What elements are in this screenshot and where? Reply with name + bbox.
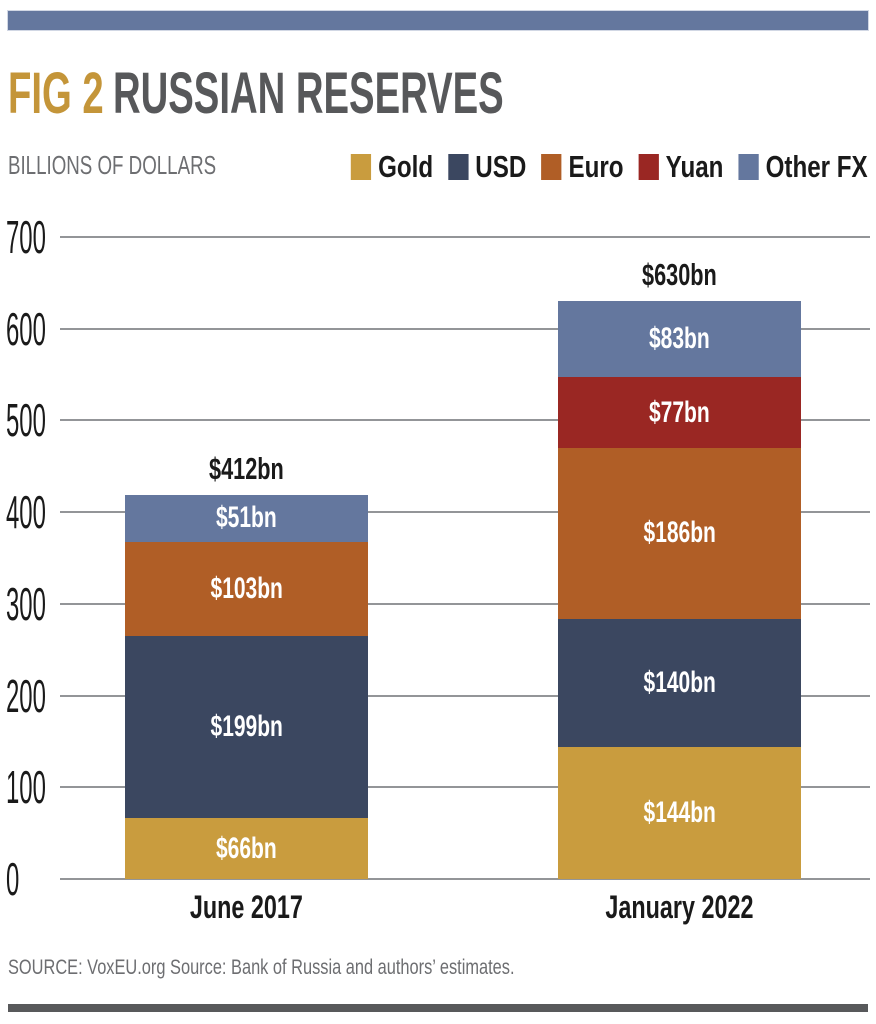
y-tick-text: 300: [6, 577, 46, 630]
bar-total-label-june-2017: $412bn: [85, 451, 408, 487]
y-tick-label-200: 200: [6, 673, 83, 719]
legend-label-yuan: Yuan: [665, 149, 724, 184]
segment-value-label: $66bn: [216, 831, 277, 865]
segment-value-label: $51bn: [216, 501, 277, 535]
y-tick-label-700: 700: [6, 214, 83, 260]
gridline-0: [60, 878, 870, 880]
bottom-rule: [8, 1004, 868, 1012]
bar-segment-gold: $66bn: [125, 818, 368, 879]
plot-area: $66bn $199bn $103bn $51bn $412bn $144bn $140bn…: [60, 236, 870, 880]
total-value-text: $412bn: [209, 450, 284, 486]
gridline-400: [60, 511, 870, 514]
legend-label-other-fx: Other FX: [765, 149, 868, 184]
segment-value-label: $144bn: [643, 795, 716, 829]
bar-segment-euro: $103bn: [125, 541, 368, 636]
segment-value-label: $77bn: [649, 395, 710, 429]
legend-swatch-gold: [351, 154, 372, 180]
x-axis: June 2017 January 2022: [0, 889, 876, 931]
legend-item-gold: Gold: [351, 149, 433, 185]
y-tick-label-600: 600: [6, 306, 83, 352]
legend-item-euro: Euro: [541, 149, 624, 185]
figure-title: FIG 2 RUSSIAN RESERVES: [8, 61, 759, 126]
legend-item-other-fx: Other FX: [738, 149, 868, 185]
y-tick-text: 700: [6, 211, 46, 263]
legend-label-euro: Euro: [568, 149, 624, 184]
bar-segment-usd: $140bn: [558, 618, 801, 747]
legend-swatch-usd: [448, 154, 469, 180]
gridline-600: [60, 327, 870, 330]
figure-number: FIG 2: [8, 61, 104, 126]
y-tick-text: 400: [6, 486, 46, 539]
legend-label-usd: USD: [475, 149, 527, 184]
segment-value-label: $199bn: [210, 710, 283, 744]
bar-segment-yuan: $77bn: [558, 377, 801, 448]
title-text: RUSSIAN RESERVES: [112, 61, 504, 126]
y-tick-text: 0: [6, 853, 20, 905]
x-label-text: January 2022: [605, 889, 754, 925]
y-tick-label-500: 500: [6, 397, 83, 443]
gridline-100: [60, 786, 870, 789]
y-tick-text: 200: [6, 669, 46, 722]
x-axis-label-june-2017: June 2017: [97, 889, 397, 926]
legend: Gold USD Euro Yuan Other FX: [205, 149, 868, 184]
y-tick-text: 600: [6, 302, 46, 355]
top-accent-band: [8, 11, 868, 30]
legend-swatch-yuan: [638, 154, 659, 180]
y-axis: 0 100 200 300 400 500 600 700: [0, 214, 60, 902]
source-note: SOURCE: VoxEU.org Source: Bank of Russia…: [8, 956, 515, 979]
y-tick-label-300: 300: [6, 581, 83, 627]
x-axis-label-january-2022: January 2022: [530, 889, 830, 926]
total-value-text: $630bn: [642, 257, 717, 293]
y-tick-label-0: 0: [6, 856, 32, 902]
bar-total-label-january-2022: $630bn: [518, 257, 841, 293]
bar-segment-other-fx: $83bn: [558, 301, 801, 378]
gridline-500: [60, 419, 870, 422]
legend-swatch-euro: [541, 154, 562, 180]
y-tick-label-400: 400: [6, 489, 83, 535]
segment-value-label: $186bn: [643, 516, 716, 550]
y-tick-text: 500: [6, 394, 46, 447]
segment-value-label: $83bn: [649, 322, 710, 356]
legend-row: Gold USD Euro Yuan Other FX: [351, 149, 868, 185]
bar-segment-usd: $199bn: [125, 635, 368, 819]
legend-label-gold: Gold: [378, 149, 434, 184]
bar-segment-gold: $144bn: [558, 746, 801, 879]
bar-january-2022: $144bn $140bn $186bn $77bn $83bn $630bn: [558, 237, 801, 879]
legend-swatch-other-fx: [738, 154, 759, 180]
legend-item-usd: USD: [448, 149, 527, 185]
units-label: BILLIONS OF DOLLARS: [8, 150, 217, 180]
y-tick-text: 100: [6, 761, 46, 814]
gridline-200: [60, 694, 870, 697]
bar-june-2017: $66bn $199bn $103bn $51bn $412bn: [125, 237, 368, 879]
gridline-300: [60, 602, 870, 605]
bar-segment-euro: $186bn: [558, 447, 801, 619]
segment-value-label: $140bn: [643, 665, 716, 699]
x-label-text: June 2017: [190, 889, 303, 925]
legend-item-yuan: Yuan: [638, 149, 724, 185]
segment-value-label: $103bn: [210, 571, 283, 605]
bar-segment-other-fx: $51bn: [125, 494, 368, 542]
y-tick-label-100: 100: [6, 764, 83, 810]
gridline-700: [60, 236, 870, 238]
